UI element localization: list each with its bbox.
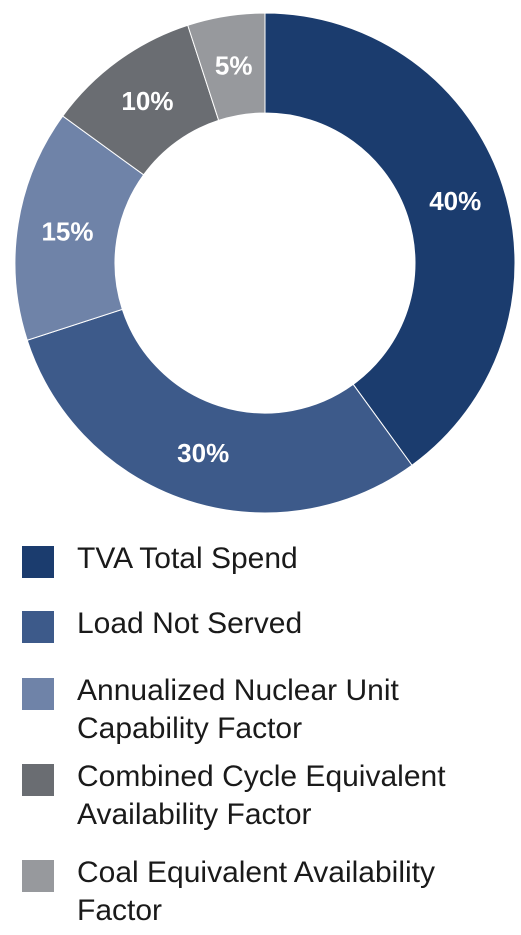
donut-slice bbox=[187, 12, 266, 121]
donut-chart: 40% 30% 15% 10% 5% bbox=[14, 12, 516, 514]
legend-label: Coal Equivalent Availability Factor bbox=[77, 856, 435, 927]
slice-value-label: 40% bbox=[429, 186, 481, 216]
slice-value-label: 15% bbox=[41, 217, 93, 247]
slice-value-label: 5% bbox=[215, 50, 253, 80]
donut-slice bbox=[26, 308, 413, 514]
legend-label: TVA Total Spend bbox=[77, 542, 298, 575]
legend-swatch bbox=[22, 546, 54, 578]
slice-value-label: 10% bbox=[121, 86, 173, 116]
legend-label: Annualized Nuclear Unit Capability Facto… bbox=[77, 674, 399, 745]
slice-value-label: 30% bbox=[177, 438, 229, 468]
legend-swatch bbox=[22, 678, 54, 710]
donut-slices bbox=[14, 12, 516, 514]
legend-label: Combined Cycle Equivalent Availability F… bbox=[77, 760, 446, 831]
legend-swatch bbox=[22, 611, 54, 643]
legend-swatch bbox=[22, 860, 54, 892]
donut-slice bbox=[264, 12, 516, 466]
legend-label: Load Not Served bbox=[77, 607, 303, 640]
slice-labels: 40% 30% 15% 10% 5% bbox=[41, 50, 481, 468]
legend-swatch bbox=[22, 764, 54, 796]
